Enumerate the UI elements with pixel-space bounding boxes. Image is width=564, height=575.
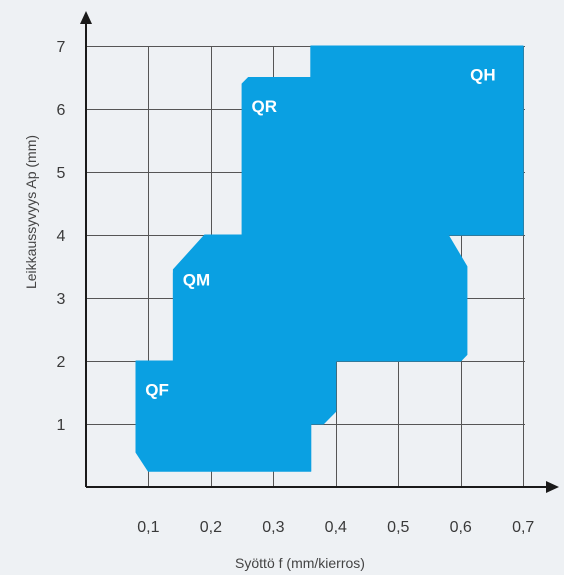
y-axis-title: Leikkaussyvyys Ap (mm) bbox=[23, 135, 39, 289]
region-label-qf: QF bbox=[145, 381, 169, 400]
region-extension bbox=[310, 234, 468, 425]
x-tick-label: 0,5 bbox=[387, 519, 409, 536]
y-tick-label: 6 bbox=[57, 102, 66, 119]
labels: QF QM QR QH 0,1 0,2 0,3 0,4 0,5 0,6 0,7 1 2 3 4 5 6 7 bbox=[57, 39, 535, 536]
x-tick-label: 0,2 bbox=[200, 519, 222, 536]
x-tick-label: 0,3 bbox=[262, 519, 284, 536]
x-axis-title: Syöttö f (mm/kierros) bbox=[235, 555, 365, 571]
x-tick-label: 0,7 bbox=[512, 519, 534, 536]
region-label-qh: QH bbox=[470, 66, 496, 85]
y-tick-label: 5 bbox=[57, 165, 66, 182]
region-label-qr: QR bbox=[252, 97, 278, 116]
region-qr bbox=[241, 77, 312, 425]
y-tick-label: 2 bbox=[57, 354, 66, 371]
region-qh bbox=[310, 45, 524, 236]
y-tick-label: 3 bbox=[57, 291, 66, 308]
x-tick-label: 0,4 bbox=[325, 519, 347, 536]
x-tick-label: 0,6 bbox=[450, 519, 472, 536]
y-tick-label: 7 bbox=[57, 39, 66, 56]
x-tick-label: 0,1 bbox=[137, 519, 159, 536]
y-tick-label: 1 bbox=[57, 417, 66, 434]
axes bbox=[80, 11, 559, 493]
regions bbox=[135, 45, 524, 472]
region-label-qm: QM bbox=[183, 270, 210, 289]
x-axis-arrow-icon bbox=[546, 481, 559, 493]
y-axis-arrow-icon bbox=[80, 11, 92, 24]
y-tick-label: 4 bbox=[57, 228, 66, 245]
